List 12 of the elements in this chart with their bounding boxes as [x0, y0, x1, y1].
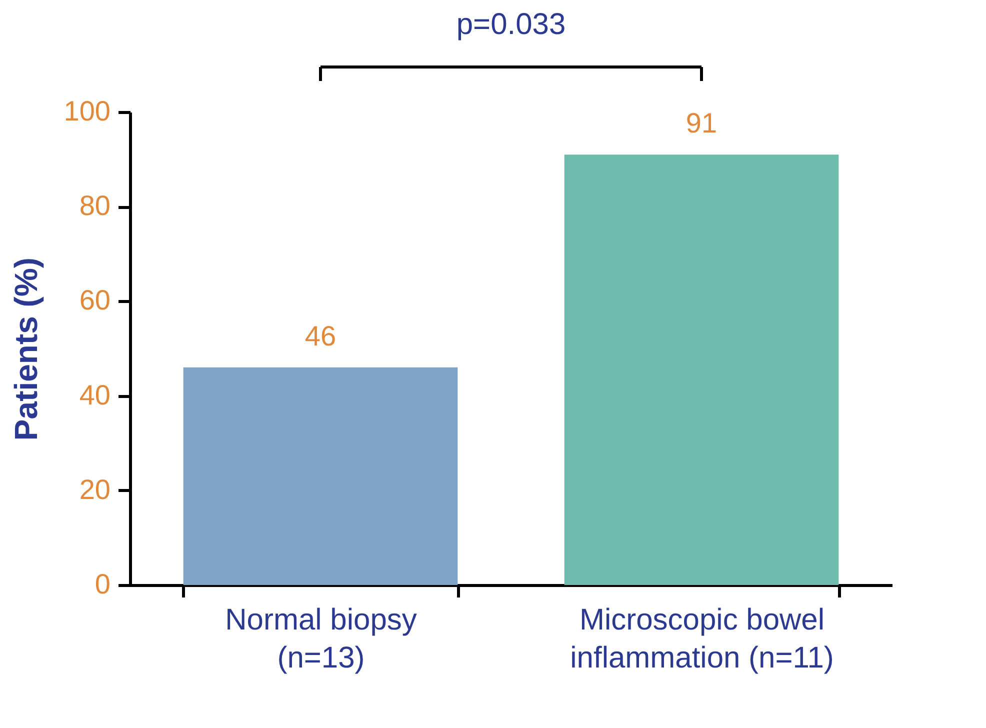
- text: p=0.033: [456, 8, 566, 41]
- y-tick-label: 80: [79, 190, 110, 222]
- y-tick-label: 40: [79, 379, 110, 410]
- data-label: 46: [304, 320, 336, 352]
- y-tick-label: 20: [79, 474, 110, 505]
- y-tick-label: 100: [64, 96, 110, 126]
- x-tick-label: Microscopic bowel inflammation (n=11): [570, 604, 834, 674]
- data-label: 91: [686, 108, 718, 139]
- y-tick-label: 0: [94, 568, 110, 600]
- x-tick-label: Normal biopsy (n=13): [225, 604, 417, 674]
- y-axis-title: Patients (%): [8, 257, 44, 441]
- y-tick-label: 60: [79, 284, 110, 316]
